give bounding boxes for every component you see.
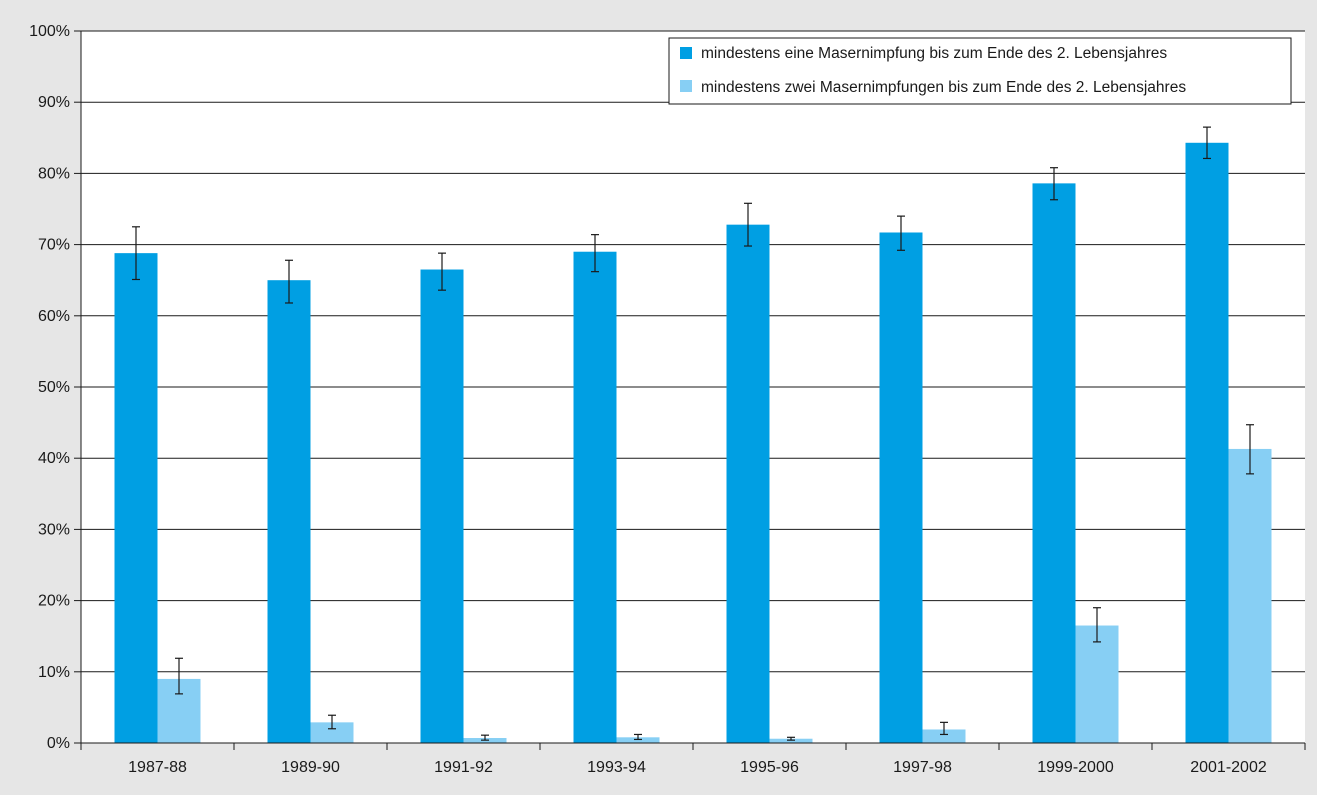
bars xyxy=(114,142,1272,744)
legend-swatch-two-doses xyxy=(680,80,692,92)
y-tick-label: 20% xyxy=(38,593,70,610)
error-bars xyxy=(132,126,1254,741)
y-tick-label: 10% xyxy=(38,664,70,681)
bar-series-1 xyxy=(267,280,311,743)
x-tick-label: 1995-96 xyxy=(740,759,799,776)
legend-label-one-dose: mindestens eine Masernimpfung bis zum En… xyxy=(701,45,1167,62)
y-tick-label: 30% xyxy=(38,521,70,538)
legend-swatch-one-dose xyxy=(680,47,692,59)
bar-series-1 xyxy=(114,253,158,744)
y-tick-label: 60% xyxy=(38,308,70,325)
x-tick-label: 1987-88 xyxy=(128,759,187,776)
bar-series-2 xyxy=(769,738,813,743)
x-tick-label: 1997-98 xyxy=(893,759,952,776)
bar-series-2 xyxy=(310,722,354,743)
y-tick-label: 70% xyxy=(38,237,70,254)
bar-series-1 xyxy=(420,269,464,743)
x-tick-label: 1991-92 xyxy=(434,759,493,776)
bar-series-1 xyxy=(879,232,923,743)
bar-series-2 xyxy=(616,737,660,743)
bar-series-2 xyxy=(922,729,966,743)
y-tick-label: 40% xyxy=(38,450,70,467)
bar-series-1 xyxy=(1185,142,1229,743)
x-tick-label: 1999-2000 xyxy=(1037,759,1114,776)
y-tick-label: 100% xyxy=(29,23,70,40)
bar-series-2 xyxy=(1228,448,1272,743)
y-tick-label: 90% xyxy=(38,94,70,111)
bar-series-1 xyxy=(1032,183,1076,744)
x-tick-label: 1993-94 xyxy=(587,759,646,776)
y-tick-label: 0% xyxy=(47,735,70,752)
bar-series-2 xyxy=(1075,625,1119,743)
legend-box xyxy=(668,37,1292,105)
x-tick-label: 2001-2002 xyxy=(1190,759,1267,776)
y-tick-label: 50% xyxy=(38,379,70,396)
legend: mindestens eine Masernimpfung bis zum En… xyxy=(668,37,1292,105)
legend-label-two-doses: mindestens zwei Masernimpfungen bis zum … xyxy=(701,79,1186,96)
y-tick-label: 80% xyxy=(38,165,70,182)
x-tick-label: 1989-90 xyxy=(281,759,340,776)
bar-series-1 xyxy=(573,251,617,743)
bar-series-1 xyxy=(726,224,770,743)
axes: 0% 10% 20% 30% 40% 50% 60% 70% 80% 90% 100% 1987-88… xyxy=(29,23,1306,776)
